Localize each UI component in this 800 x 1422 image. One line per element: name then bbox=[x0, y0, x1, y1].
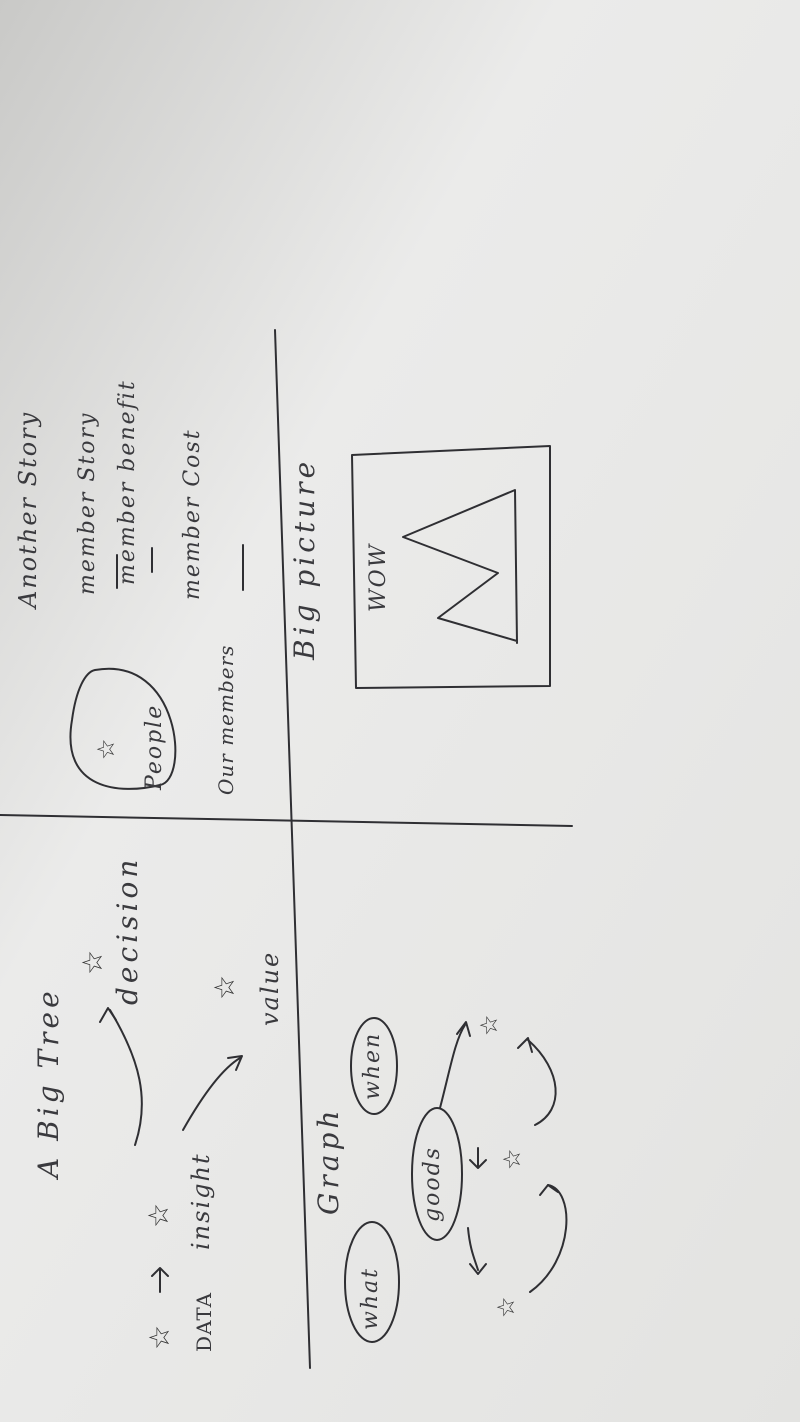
what-label: what bbox=[358, 1267, 383, 1330]
big-picture-frame bbox=[351, 445, 551, 689]
value-label: value bbox=[256, 950, 284, 1026]
member-benefit-label: member benefit bbox=[115, 379, 140, 585]
star-icon: ☆ bbox=[208, 970, 241, 1000]
goods-oval bbox=[411, 1107, 463, 1241]
big-picture-title: Big picture bbox=[288, 457, 321, 660]
star-icon: ☆ bbox=[143, 1320, 176, 1350]
peak-sketch bbox=[402, 489, 518, 644]
horizontal-divider bbox=[0, 814, 573, 827]
people-circle bbox=[69, 667, 177, 790]
what-oval bbox=[344, 1221, 400, 1343]
data-label: DATA bbox=[192, 1291, 216, 1352]
title-a-big-tree: A Big Tree bbox=[32, 987, 65, 1178]
star-icon: ☆ bbox=[475, 1012, 503, 1036]
curve-arrow-lower bbox=[529, 1184, 568, 1293]
goods-to-star-arrow bbox=[439, 1024, 466, 1109]
people-label: People bbox=[142, 703, 167, 790]
graph-title: Graph bbox=[312, 1106, 345, 1215]
when-label: when bbox=[360, 1031, 385, 1100]
member-cost-label: member Cost bbox=[180, 428, 205, 600]
wow-label: WOW bbox=[366, 542, 391, 612]
goods-to-left-arrow bbox=[467, 1227, 479, 1271]
insight-label: insight bbox=[187, 1152, 215, 1250]
star-icon: ☆ bbox=[492, 1294, 520, 1318]
member-story-label: member Story bbox=[75, 411, 100, 595]
star-icon: ☆ bbox=[142, 1198, 175, 1228]
goods-label: goods bbox=[420, 1146, 445, 1222]
when-oval bbox=[350, 1017, 398, 1115]
star-icon: ☆ bbox=[76, 945, 109, 975]
curve-arrow-upper bbox=[527, 1039, 557, 1126]
insight-to-decision-arrow bbox=[109, 1009, 143, 1146]
insight-to-value-arrow bbox=[182, 1057, 241, 1131]
star-icon: ☆ bbox=[498, 1146, 526, 1170]
another-story-label: Another Story bbox=[14, 410, 42, 608]
star-icon: ☆ bbox=[92, 736, 120, 760]
vertical-divider bbox=[274, 329, 311, 1369]
decision-label: decision bbox=[111, 855, 144, 1005]
our-members-label: Our members bbox=[214, 644, 238, 795]
